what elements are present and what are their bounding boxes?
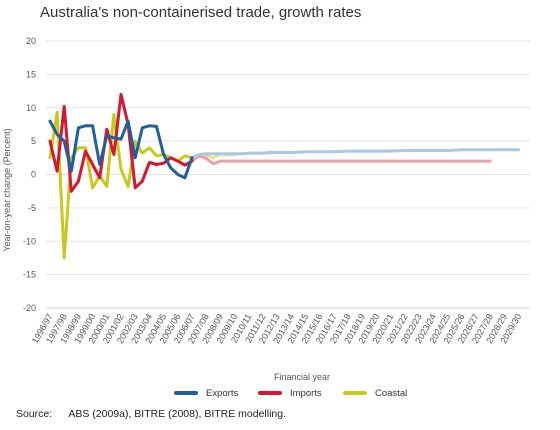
gridlines [46,40,530,309]
y-tick-label: -15 [23,270,36,280]
exports-legend-label: Exports [206,388,238,399]
source-text: ABS (2009a), BITRE (2008), BITRE modelli… [68,408,287,420]
source-label: Source: [16,408,53,420]
series-lines [48,92,521,260]
y-tick-label: -10 [23,236,36,246]
y-tick-label: -20 [23,303,36,313]
chart-title: Australia's non-containerised trade, gro… [40,4,362,21]
y-axis-label: Year-on-year change (Percent) [2,128,12,251]
x-tick-labels: 1996/971997/981998/991999/002000/012001/… [30,312,524,345]
coastal-legend-label: Coastal [375,388,407,399]
y-tick-label: 0 [31,170,36,180]
y-tick-label: 5 [31,136,36,146]
y-tick-labels: -20 -15 -10 -5 0 5 10 15 20 [23,36,36,313]
legend: Exports Imports Coastal [174,388,407,399]
imports-projection-line [190,154,492,166]
y-tick-label: 15 [26,69,36,79]
source-note: Source: ABS (2009a), BITRE (2008), BITRE… [16,408,286,420]
x-axis-label: Financial year [274,372,330,382]
exports-line [48,119,194,180]
exports-projection-line [190,148,521,160]
imports-line [48,92,194,193]
y-tick-label: -5 [28,203,36,213]
y-tick-label: 20 [26,36,36,46]
imports-legend-label: Imports [290,388,322,399]
y-tick-label: 10 [26,103,36,113]
